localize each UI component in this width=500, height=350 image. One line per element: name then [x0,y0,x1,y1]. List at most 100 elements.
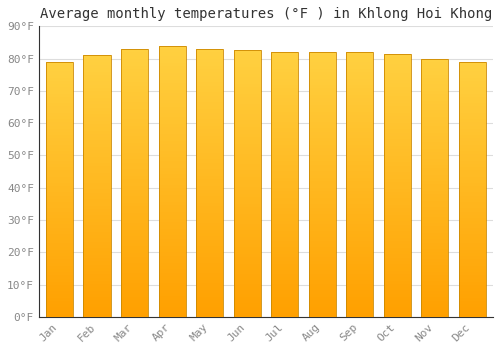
Bar [308,244,336,247]
Bar [308,164,336,168]
Bar [196,220,223,223]
Bar [384,103,411,106]
Bar [271,141,298,145]
Bar [422,71,448,75]
Bar [196,65,223,69]
Bar [346,155,374,158]
Bar [422,162,448,165]
Bar [46,100,73,103]
Bar [346,78,374,82]
Bar [422,259,448,262]
Bar [234,267,260,270]
Bar [422,246,448,249]
Bar [384,287,411,290]
Bar [308,78,336,82]
Bar [121,250,148,253]
Bar [196,122,223,126]
Bar [459,170,486,173]
Bar [196,149,223,153]
Bar [121,49,148,317]
Bar [84,62,110,65]
Bar [384,304,411,307]
Bar [46,62,73,317]
Bar [158,120,186,124]
Bar [384,90,411,93]
Bar [346,52,374,317]
Bar [271,148,298,151]
Bar [121,86,148,89]
Bar [158,63,186,66]
Bar [459,100,486,103]
Bar [422,278,448,281]
Bar [384,77,411,80]
Bar [84,137,110,140]
Bar [234,127,260,131]
Bar [46,161,73,164]
Bar [422,194,448,197]
Bar [46,262,73,266]
Bar [121,133,148,136]
Bar [234,177,260,180]
Bar [308,105,336,108]
Bar [234,294,260,297]
Bar [84,199,110,202]
Bar [234,253,260,257]
Bar [46,256,73,259]
Bar [158,198,186,202]
Bar [308,228,336,231]
Bar [234,184,260,187]
Bar [121,257,148,260]
Bar [196,310,223,314]
Bar [121,159,148,163]
Bar [196,203,223,206]
Bar [346,89,374,92]
Bar [308,171,336,175]
Bar [384,218,411,222]
Bar [384,169,411,172]
Bar [196,79,223,82]
Bar [46,167,73,170]
Bar [271,254,298,257]
Bar [158,117,186,120]
Bar [271,62,298,65]
Bar [422,107,448,110]
Bar [271,214,298,218]
Bar [384,208,411,211]
Bar [234,303,260,307]
Bar [271,95,298,98]
Bar [46,307,73,310]
Bar [384,172,411,175]
Bar [196,183,223,186]
Bar [459,167,486,170]
Bar [196,86,223,89]
Bar [308,294,336,297]
Bar [308,85,336,89]
Bar [46,215,73,218]
Bar [308,201,336,204]
Bar [459,294,486,298]
Bar [84,153,110,157]
Bar [422,113,448,117]
Bar [422,94,448,97]
Bar [196,169,223,173]
Bar [46,126,73,129]
Bar [422,233,448,236]
Bar [459,259,486,262]
Bar [121,129,148,133]
Bar [384,139,411,142]
Bar [196,293,223,297]
Bar [459,135,486,138]
Bar [84,202,110,206]
Bar [346,204,374,208]
Bar [121,169,148,173]
Bar [158,246,186,249]
Bar [271,52,298,317]
Bar [384,67,411,70]
Bar [271,211,298,214]
Bar [158,276,186,280]
Bar [196,297,223,300]
Bar [234,114,260,117]
Bar [121,273,148,276]
Bar [346,251,374,254]
Bar [308,184,336,188]
